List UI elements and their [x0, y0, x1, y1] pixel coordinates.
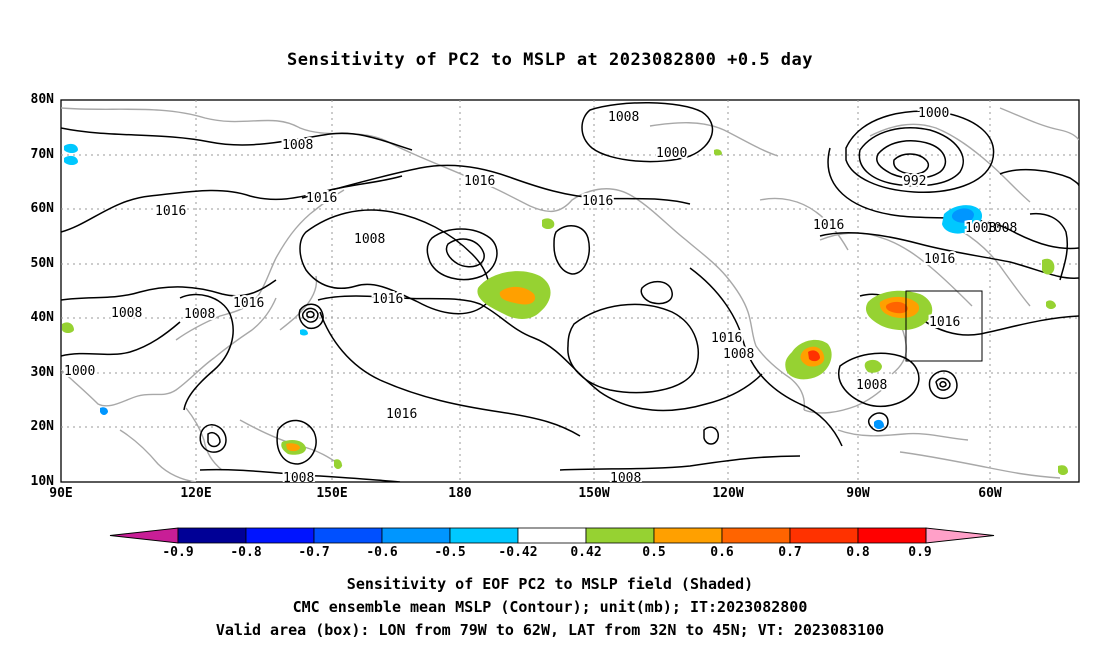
lat-label: 80N — [30, 92, 54, 107]
colorbar-swatch — [517, 527, 587, 544]
colorbar-swatch — [313, 527, 383, 544]
lon-label: 60W — [978, 486, 1002, 501]
lon-label: 150W — [578, 486, 610, 501]
colorbar-label: 0.5 — [642, 545, 666, 560]
footer-line-3: Valid area (box): LON from 79W to 62W, L… — [215, 621, 885, 639]
colorbar-swatch — [245, 527, 315, 544]
colorbar-label: -0.6 — [366, 545, 398, 560]
footer-line-2: CMC ensemble mean MSLP (Contour); unit(m… — [292, 598, 808, 616]
colorbar-label: -0.5 — [434, 545, 466, 560]
lon-label: 90W — [846, 486, 870, 501]
colorbar — [109, 527, 995, 544]
contour-label: 1008 — [111, 306, 142, 321]
lon-label: 180 — [448, 486, 472, 501]
colorbar-label: 0.42 — [570, 545, 602, 560]
colorbar-swatch — [653, 527, 723, 544]
lat-label: 40N — [30, 310, 54, 325]
colorbar-label: -0.7 — [298, 545, 330, 560]
colorbar-low-end — [109, 527, 179, 544]
sensitivity-shading — [62, 143, 1068, 475]
lon-label: 150E — [316, 486, 348, 501]
colorbar-label: -0.8 — [230, 545, 262, 560]
lat-label: 10N — [30, 474, 54, 489]
lat-label: 70N — [30, 147, 54, 162]
lat-label: 60N — [30, 201, 54, 216]
contour-label: 1016 — [924, 252, 955, 267]
colorbar-label: 0.7 — [778, 545, 802, 560]
colorbar-swatch — [177, 527, 247, 544]
contour-label: 1016 — [813, 218, 844, 233]
colorbar-swatch — [585, 527, 655, 544]
contour-label: 1016 — [155, 204, 186, 219]
colorbar-label: 0.9 — [908, 545, 932, 560]
colorbar-label: -0.42 — [498, 545, 538, 560]
contour-label: 1008 — [184, 307, 215, 322]
contour-label: 1008 — [986, 221, 1017, 236]
contour-labels: 1008 1008 1000 1000 992 1016 1016 1016 1… — [62, 104, 1017, 486]
contour-label: 1008 — [608, 110, 639, 125]
contour-label: 1016 — [306, 191, 337, 206]
valid-area-box — [905, 290, 983, 362]
colorbar-swatch — [449, 527, 519, 544]
lat-label: 30N — [30, 365, 54, 380]
contour-label: 1016 — [582, 194, 613, 209]
contour-label: 1016 — [372, 292, 403, 307]
lon-label: 90E — [49, 486, 73, 501]
contour-label: 1016 — [233, 296, 264, 311]
contour-label: 1000 — [64, 364, 95, 379]
contour-label: 1008 — [965, 221, 996, 236]
footer-line-1: Sensitivity of EOF PC2 to MSLP field (Sh… — [346, 575, 754, 593]
contour-label: 1008 — [856, 378, 887, 393]
contour-label: 1016 — [386, 407, 417, 422]
contour-label: 1008 — [282, 138, 313, 153]
contour-label: 992 — [903, 174, 926, 189]
contour-label: 1000 — [656, 146, 687, 161]
colorbar-label: 0.6 — [710, 545, 734, 560]
colorbar-swatch — [381, 527, 451, 544]
colorbar-high-end — [925, 527, 995, 544]
colorbar-swatch — [857, 527, 927, 544]
lat-label: 20N — [30, 419, 54, 434]
contour-label: 1008 — [723, 347, 754, 362]
lon-label: 120W — [712, 486, 744, 501]
colorbar-swatch — [721, 527, 791, 544]
mslp-contours — [61, 101, 1079, 482]
contour-label: 1016 — [929, 315, 960, 330]
contour-label: 1016 — [464, 174, 495, 189]
contour-label: 1008 — [610, 471, 641, 486]
contour-label: 1008 — [354, 232, 385, 247]
lon-label: 120E — [180, 486, 212, 501]
colorbar-swatch — [789, 527, 859, 544]
contour-label: 1000 — [918, 106, 949, 121]
contour-label: 1016 — [711, 331, 742, 346]
contour-label: 1008 — [283, 471, 314, 486]
colorbar-label: 0.8 — [846, 545, 870, 560]
lat-label: 50N — [30, 256, 54, 271]
figure-title: Sensitivity of PC2 to MSLP at 2023082800… — [286, 50, 813, 70]
colorbar-label: -0.9 — [162, 545, 194, 560]
